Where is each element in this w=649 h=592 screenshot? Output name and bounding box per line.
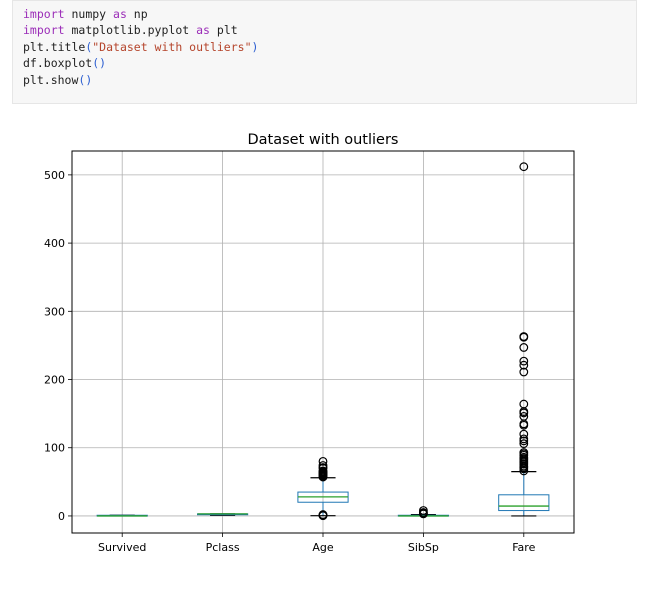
code-token: "Dataset with outliers" xyxy=(92,39,252,54)
code-token: import xyxy=(23,7,65,21)
outlier-point xyxy=(519,343,529,352)
outlier-point xyxy=(519,448,529,457)
outlier-point xyxy=(519,162,529,172)
code-token: np xyxy=(126,7,148,21)
code-lines: import numpy as np import matplotlib.pypl… xyxy=(23,6,626,88)
code-token: plt xyxy=(209,23,238,38)
y-tick-label: 500 xyxy=(44,169,65,182)
cell-output: Dataset with outliers 0 100 200 300 400 500 Sur… xyxy=(0,118,649,587)
code-token: as xyxy=(113,7,127,21)
code-token: plt.show xyxy=(23,72,79,87)
boxplot-chart: Dataset with outliers 0 100 200 300 400 500 Sur… xyxy=(44,132,575,554)
code-token: ( xyxy=(85,39,93,54)
code-token: ) xyxy=(251,39,259,54)
code-line: df.boxplot() xyxy=(23,55,626,71)
code-token: matplotlib.pyplot xyxy=(64,23,197,38)
outlier-point xyxy=(519,429,529,439)
x-tick-label: Pclass xyxy=(206,541,240,554)
code-token: () xyxy=(92,56,107,71)
y-tick-label: 100 xyxy=(44,442,65,455)
box xyxy=(498,494,550,512)
code-token: () xyxy=(78,72,93,87)
chart-title: Dataset with outliers xyxy=(247,132,398,148)
code-line: plt.show() xyxy=(23,72,626,88)
outlier-point xyxy=(519,399,529,409)
y-tick-label: 0 xyxy=(58,510,65,523)
code-token: import xyxy=(23,23,65,38)
outlier-point xyxy=(519,360,529,370)
x-tick-label: SibSp xyxy=(408,541,439,554)
y-tick-label: 200 xyxy=(44,374,65,387)
code-token: df.boxplot xyxy=(23,56,93,71)
outlier-point xyxy=(519,411,529,421)
outlier-point xyxy=(318,456,328,466)
plot-frame xyxy=(71,150,575,534)
outlier-point xyxy=(519,439,529,449)
code-token: plt.title xyxy=(23,39,86,54)
outlier-point xyxy=(318,510,328,519)
x-tick-label: Age xyxy=(312,541,334,554)
x-tick-label: Survived xyxy=(98,541,146,554)
outlier-point xyxy=(519,434,529,444)
code-line: plt.title("Dataset with outliers") xyxy=(23,39,626,55)
outlier-point xyxy=(519,367,529,377)
outlier-point xyxy=(519,356,529,366)
code-line: import matplotlib.pyplot as plt xyxy=(23,22,626,38)
outlier-point xyxy=(318,461,328,470)
code-token: as xyxy=(196,23,210,38)
outlier-point xyxy=(318,466,328,476)
outlier-point xyxy=(419,506,428,515)
code-line: import numpy as np xyxy=(23,6,626,22)
code-cell[interactable]: import numpy as np import matplotlib.pypl… xyxy=(12,0,637,104)
y-tick-label: 300 xyxy=(44,305,65,318)
y-tick-label: 400 xyxy=(44,237,65,250)
code-token: numpy xyxy=(64,7,114,21)
x-tick-label: Fare xyxy=(512,541,535,554)
outlier-point xyxy=(519,332,529,341)
